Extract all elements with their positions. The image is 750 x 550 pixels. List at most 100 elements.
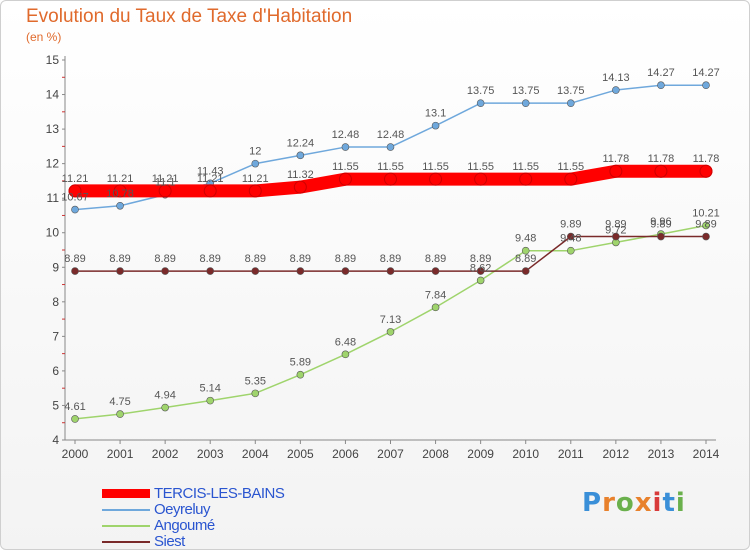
chart-axes: 4 5 6 7 8 9 10 11 12 13 14 15 2000 2001 2002 2003 2004 20… [46,53,720,461]
data-point [566,232,575,241]
data-point [386,328,395,336]
data-label: 5.89 [290,357,311,369]
data-label: 13.75 [512,85,540,97]
logo-letter: i [675,488,686,518]
legend-label: Siest [154,533,185,550]
data-point [431,121,440,130]
data-label: 11.55 [377,161,404,173]
data-label: 11.21 [62,173,89,185]
legend-swatch [102,525,150,527]
data-label: 8.62 [470,262,491,274]
y-tick-label: 6 [52,364,59,378]
data-label: 8.89 [335,253,356,265]
data-point [521,99,530,107]
data-label: 11.78 [602,153,629,165]
data-point [206,396,215,405]
legend-label: TERCIS-LES-BAINS [154,485,285,502]
data-label: 10.21 [692,207,720,219]
x-tick-label: 2003 [197,447,224,461]
y-tick-label: 14 [46,88,60,102]
logo-text: Proxiti [582,488,686,518]
proxiti-logo: Proxiti [582,488,686,518]
data-label: 12.48 [377,129,405,141]
x-tick-label: 2010 [512,447,539,461]
data-point [699,164,713,178]
data-label: 12 [249,146,261,158]
data-label: 11.55 [557,161,584,173]
logo-letter: x [634,488,653,518]
data-label: 11.55 [512,161,539,173]
data-label: 11.55 [467,161,494,173]
data-label: 8.89 [64,253,85,265]
data-point [296,267,305,275]
x-tick-label: 2007 [377,447,404,461]
data-point [657,232,665,241]
legend-swatch [102,489,150,498]
data-label: 13.1 [425,108,446,120]
x-tick-label: 2001 [107,447,134,461]
data-label: 8.89 [290,253,311,265]
data-label: 11.55 [332,161,359,173]
data-label: 5.14 [200,383,221,395]
data-label: 4.94 [154,390,175,402]
data-point [251,267,260,275]
data-point [429,172,443,186]
data-point [609,164,623,178]
x-tick-label: 2004 [242,447,269,461]
data-label: 8.89 [380,253,401,265]
data-point [431,267,440,275]
x-tick-label: 2002 [152,447,179,461]
chart-title: Evolution du Taux de Taxe d'Habitation [26,6,353,27]
data-label: 11.55 [422,161,449,173]
x-tick-label: 2013 [648,447,675,461]
data-point [71,267,79,275]
data-point [71,205,79,214]
data-point [386,143,395,151]
data-point [702,221,710,230]
data-label: 13.75 [557,85,585,97]
data-point [564,172,578,186]
x-tick-label: 2012 [603,447,630,461]
legend-swatch [102,541,150,543]
data-label: 13.75 [467,85,495,97]
data-point [474,172,488,186]
data-point [161,267,169,275]
data-label: 12.24 [287,137,315,149]
data-point [612,86,620,94]
data-point [519,172,533,186]
data-point [251,389,260,398]
data-point [158,184,172,198]
y-tick-label: 4 [52,433,59,447]
data-label: 9.48 [515,233,536,245]
y-tick-label: 5 [52,398,59,412]
data-point [702,232,710,241]
data-label: 11.43 [197,165,224,177]
x-tick-label: 2006 [332,447,359,461]
chart-unit-label: (en %) [26,30,62,44]
data-point [566,246,575,255]
data-label: 11.21 [242,173,269,185]
data-label: 12.48 [332,129,360,141]
y-tick-label: 10 [46,226,60,240]
data-point [296,151,305,160]
data-point [116,267,124,275]
data-label: 6.48 [335,336,356,348]
legend-swatch [102,509,150,511]
y-tick-label: 12 [46,157,60,171]
data-point [251,159,260,168]
data-point [203,184,217,198]
data-label: 9.89 [650,219,671,231]
data-label: 8.89 [425,253,446,265]
data-point [341,143,350,151]
data-label: 9.72 [605,224,626,236]
chart-data-labels: 11.21 11.21 11.21 11.21 11.21 11.32 11.55 11.55… [61,67,720,413]
data-point [476,99,485,107]
data-label: 11.32 [287,169,314,181]
data-label: 14.27 [647,67,675,79]
data-point [116,201,124,210]
data-point [386,267,395,275]
data-label: 9.89 [560,219,581,231]
data-label: 11.21 [107,173,134,185]
